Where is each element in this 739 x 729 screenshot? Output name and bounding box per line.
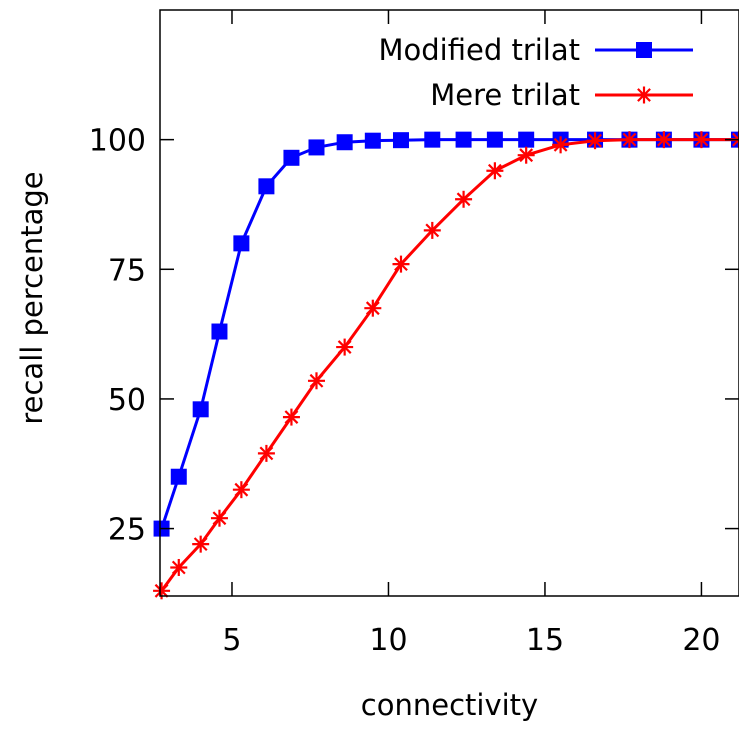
data-point [258,178,275,195]
x-tick-label: 10 [369,623,407,658]
legend-item: Mere trilat [430,78,693,112]
data-point [455,190,473,208]
series-line [160,138,739,530]
data-point [486,162,504,180]
series-1 [153,131,739,537]
data-point [364,299,382,317]
data-point [455,131,472,148]
data-point [282,408,300,426]
x-tick-label: 15 [526,623,564,658]
data-point [211,323,228,340]
x-tick-label: 5 [222,623,241,658]
data-point [518,131,535,148]
data-point [307,372,325,390]
data-point [692,131,710,149]
y-axis-label: recall percentage [15,171,49,424]
data-point [192,535,210,553]
data-point [517,146,535,164]
data-point [552,136,570,154]
x-axis-label: connectivity [361,688,538,722]
y-tick-label: 75 [108,253,146,288]
data-point [392,132,409,149]
data-point [308,139,325,156]
data-point [170,468,187,485]
data-point [423,221,441,239]
legend-label: Mere trilat [430,78,580,112]
data-point [210,509,228,527]
plot-frame [159,9,739,597]
legend-marker [635,86,653,104]
y-tick-label: 50 [108,383,146,418]
data-point [170,558,188,576]
y-tick-label: 25 [108,513,146,548]
x-tick-label: 20 [682,623,720,658]
legend-marker [636,42,652,58]
data-point [336,338,354,356]
legend: Modified trilat Mere trilat [378,33,693,112]
legend-label: Modified trilat [378,33,580,67]
data-point [257,444,275,462]
data-point [586,132,604,150]
data-point [283,149,300,166]
series-line [160,138,739,592]
legend-item: Modified trilat [378,33,693,67]
data-point [233,235,250,252]
data-point [620,131,638,149]
y-tick-label: 100 [89,124,146,159]
series-2 [153,131,739,600]
data-point [655,131,673,149]
data-point [336,134,353,151]
data-point [392,255,410,273]
data-point [232,481,250,499]
data-point [364,132,381,149]
data-point [424,131,441,148]
data-point [486,131,503,148]
data-point [153,582,171,600]
data-point [192,401,209,418]
